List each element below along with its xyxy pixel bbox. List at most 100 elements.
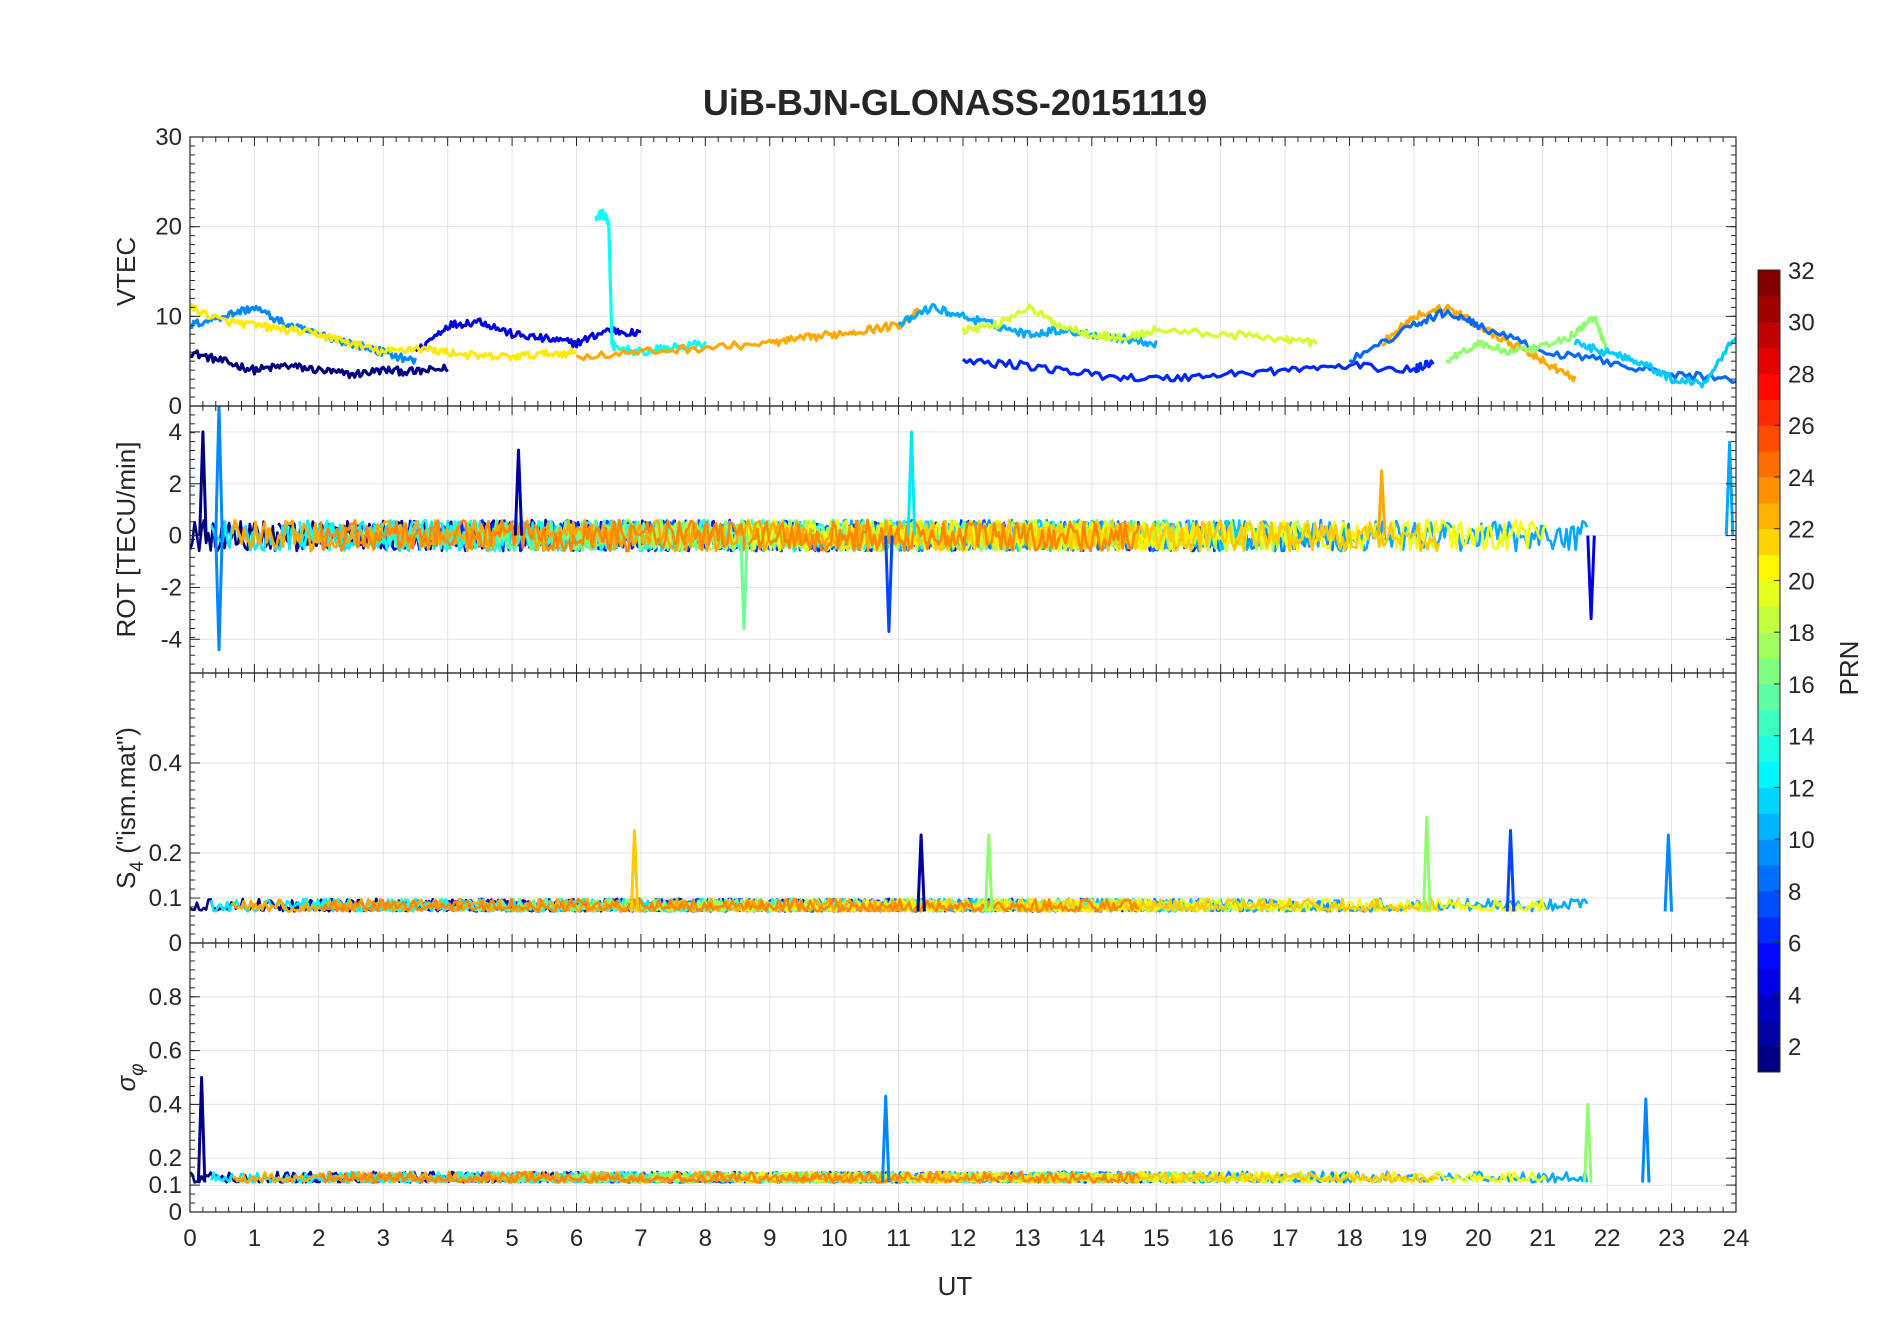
colorbar-band bbox=[1758, 295, 1780, 323]
colorbar-band bbox=[1758, 787, 1780, 814]
y-axis-label-sub: φ bbox=[127, 1063, 148, 1075]
vtec-line-prn-4 bbox=[414, 317, 642, 353]
spike-prn-9 bbox=[1641, 1097, 1651, 1183]
colorbar-band bbox=[1758, 347, 1780, 374]
x-tick-label: 7 bbox=[634, 1225, 647, 1252]
colorbar-band bbox=[1758, 528, 1780, 556]
x-tick-label: 2 bbox=[312, 1225, 325, 1252]
colorbar-band bbox=[1758, 813, 1780, 840]
trace-prn-24 bbox=[319, 518, 1141, 553]
colorbar-band bbox=[1758, 683, 1780, 711]
x-tick-label: 12 bbox=[950, 1225, 977, 1252]
colorbar-label: PRN bbox=[1834, 641, 1864, 696]
colorbar-band bbox=[1758, 994, 1780, 1021]
y-axis-label: ROT [TECU/min] bbox=[111, 442, 141, 638]
y-tick-label: -2 bbox=[161, 574, 182, 601]
colorbar-band bbox=[1758, 270, 1780, 297]
colorbar-band bbox=[1758, 735, 1780, 763]
y-tick-label: 0 bbox=[169, 523, 182, 550]
y-ticks bbox=[190, 942, 1736, 1213]
spike-prn-16 bbox=[739, 535, 749, 631]
spike-prn-10 bbox=[1724, 440, 1735, 536]
spike-prn-22 bbox=[629, 829, 640, 912]
y-tick-label: 0.4 bbox=[149, 1091, 182, 1118]
colorbar-frame bbox=[1757, 269, 1781, 1073]
y-axis-label: S4 ("ism.mat") bbox=[111, 727, 148, 889]
x-ticks bbox=[189, 943, 1737, 1212]
colorbar-band bbox=[1758, 890, 1780, 918]
colorbar-band bbox=[1758, 476, 1780, 504]
colorbar-band bbox=[1758, 1046, 1780, 1073]
spike-prn-17 bbox=[1583, 1102, 1593, 1183]
x-tick-label: 0 bbox=[183, 1225, 196, 1252]
colorbar-tick-label: 20 bbox=[1788, 568, 1815, 595]
y-tick-label: 0.2 bbox=[149, 1145, 182, 1172]
vtec-line-prn-1 bbox=[190, 349, 449, 380]
y-tick-label: 4 bbox=[169, 419, 182, 446]
y-tick-label: 0.8 bbox=[149, 984, 182, 1011]
colorbar-tick-label: 26 bbox=[1788, 413, 1815, 440]
vtec-line-prn-21 bbox=[190, 302, 578, 362]
y-tick-label: 0.1 bbox=[149, 885, 182, 912]
spike-prn-1 bbox=[198, 430, 208, 536]
colorbar-tick-label: 28 bbox=[1788, 361, 1815, 388]
panel-1: 0 10 20 30 VTEC bbox=[111, 124, 1737, 420]
colorbar-tick-label: 8 bbox=[1788, 879, 1801, 906]
spike-prn-23 bbox=[1377, 469, 1387, 536]
colorbar-tick-label: 4 bbox=[1788, 982, 1801, 1009]
y-tick-label: 0 bbox=[169, 930, 182, 957]
x-tick-label: 24 bbox=[1723, 1225, 1750, 1252]
colorbar-band bbox=[1758, 321, 1780, 349]
data-series bbox=[190, 208, 1736, 389]
colorbar-tick-label: 30 bbox=[1788, 310, 1815, 337]
y-tick-label: 0.1 bbox=[149, 1172, 182, 1199]
colorbar-band bbox=[1758, 554, 1780, 581]
colorbar-band bbox=[1758, 502, 1780, 530]
colorbar-band bbox=[1758, 373, 1780, 400]
colorbar-tick-label: 16 bbox=[1788, 672, 1815, 699]
colorbar-band bbox=[1758, 580, 1780, 607]
x-tick-label: 17 bbox=[1272, 1225, 1299, 1252]
spike-prn-12 bbox=[906, 430, 917, 536]
colorbar-band bbox=[1758, 942, 1780, 970]
x-tick-label: 14 bbox=[1078, 1225, 1105, 1252]
colorbar-tick-label: 24 bbox=[1788, 465, 1815, 492]
spike-prn-7 bbox=[884, 535, 894, 633]
trace-prn-24 bbox=[319, 1170, 1141, 1184]
data-series bbox=[190, 1076, 1651, 1184]
y-ticks bbox=[190, 672, 1736, 944]
x-tick-label: 11 bbox=[886, 1225, 911, 1252]
x-tick-label: 21 bbox=[1529, 1225, 1556, 1252]
spike-prn-4 bbox=[1586, 535, 1596, 621]
y-ticks bbox=[190, 136, 1736, 407]
x-tick-label: 4 bbox=[441, 1225, 454, 1252]
colorbar-tick-label: 12 bbox=[1788, 775, 1815, 802]
colorbar-tick-label: 22 bbox=[1788, 517, 1815, 544]
x-tick-label: 13 bbox=[1014, 1225, 1041, 1252]
vtec-line-prn-6 bbox=[961, 357, 1435, 383]
y-tick-label: 30 bbox=[155, 124, 182, 151]
y-tick-label: 10 bbox=[155, 303, 182, 330]
colorbar-tick-label: 32 bbox=[1788, 258, 1815, 285]
trace-prn-22 bbox=[916, 519, 1441, 553]
colorbar-tick-label: 18 bbox=[1788, 620, 1815, 647]
spike-prn-2 bbox=[916, 833, 926, 912]
colorbar-tick-label: 10 bbox=[1788, 827, 1815, 854]
colorbar-band bbox=[1758, 658, 1780, 685]
panel-4: 00.10.2 0.4 0.6 0.8 σφ bbox=[111, 942, 1737, 1226]
x-axis-label: UT bbox=[938, 1271, 973, 1301]
x-tick-label: 1 bbox=[248, 1225, 261, 1252]
x-tick-label: 20 bbox=[1465, 1225, 1492, 1252]
x-tick-label: 15 bbox=[1143, 1225, 1170, 1252]
colorbar-band bbox=[1758, 839, 1780, 866]
y-axis-label-main: S bbox=[111, 872, 141, 889]
spike-prn-17 bbox=[1422, 815, 1432, 912]
colorbar-band bbox=[1758, 709, 1780, 737]
x-tick-label: 9 bbox=[763, 1225, 776, 1252]
vtec-line-prn-19 bbox=[961, 303, 1318, 348]
colorbar-band bbox=[1758, 865, 1780, 892]
x-tick-label: 23 bbox=[1658, 1225, 1685, 1252]
